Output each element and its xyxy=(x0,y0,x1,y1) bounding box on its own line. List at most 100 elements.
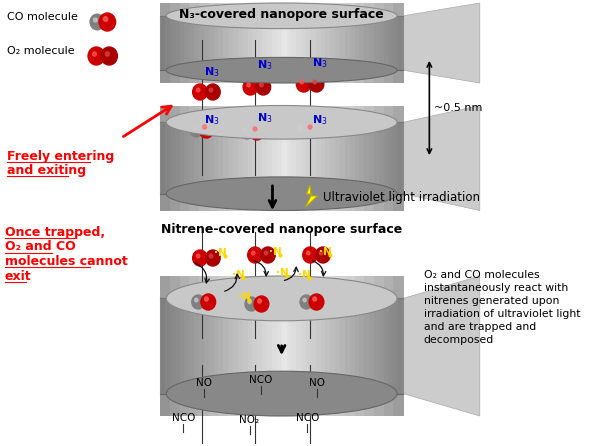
Bar xyxy=(209,3,220,16)
Bar xyxy=(316,122,322,194)
Bar xyxy=(359,16,365,70)
Bar xyxy=(335,276,346,298)
Circle shape xyxy=(264,251,268,255)
Bar xyxy=(316,106,326,122)
Bar xyxy=(296,16,302,70)
Bar xyxy=(228,16,234,70)
Bar xyxy=(292,122,297,194)
Bar xyxy=(394,122,399,194)
Bar xyxy=(257,3,268,16)
Text: and are trapped and: and are trapped and xyxy=(424,322,536,332)
Bar xyxy=(189,298,195,394)
Ellipse shape xyxy=(166,58,397,83)
Bar xyxy=(209,70,220,83)
Bar xyxy=(306,70,317,83)
Bar xyxy=(355,394,365,416)
Bar xyxy=(374,276,385,298)
Bar xyxy=(179,106,190,122)
Bar xyxy=(296,3,307,16)
Bar xyxy=(364,16,370,70)
Bar xyxy=(287,122,292,194)
Bar xyxy=(179,3,190,16)
Circle shape xyxy=(244,128,247,132)
Bar xyxy=(394,194,404,211)
Bar xyxy=(204,16,209,70)
Bar xyxy=(238,3,248,16)
Text: NCO: NCO xyxy=(296,413,319,423)
Bar xyxy=(199,70,209,83)
Circle shape xyxy=(247,83,250,87)
Bar xyxy=(277,122,283,194)
Bar xyxy=(189,194,200,211)
Bar xyxy=(160,298,403,394)
Text: ·N: ·N xyxy=(214,248,227,258)
Bar xyxy=(350,298,355,394)
Bar xyxy=(379,298,385,394)
Bar xyxy=(238,70,248,83)
Bar xyxy=(306,194,317,211)
Bar xyxy=(218,394,229,416)
Bar xyxy=(218,3,229,16)
Bar xyxy=(287,3,297,16)
Bar xyxy=(374,106,385,122)
Bar xyxy=(248,106,258,122)
Bar xyxy=(248,3,258,16)
Bar xyxy=(394,3,404,16)
Circle shape xyxy=(303,247,317,263)
Bar xyxy=(199,298,205,394)
Bar xyxy=(325,276,336,298)
Bar xyxy=(184,16,190,70)
Circle shape xyxy=(196,88,200,92)
Bar xyxy=(345,194,355,211)
Bar xyxy=(277,394,287,416)
Text: N$_3$: N$_3$ xyxy=(257,111,272,125)
Bar xyxy=(243,16,248,70)
Ellipse shape xyxy=(166,276,397,321)
Bar xyxy=(170,276,181,298)
Bar xyxy=(281,16,287,70)
Bar xyxy=(364,276,375,298)
Bar xyxy=(359,122,365,194)
Bar xyxy=(369,298,375,394)
Text: Ultraviolet light irradiation: Ultraviolet light irradiation xyxy=(323,190,480,203)
Bar xyxy=(306,122,312,194)
Bar xyxy=(238,122,244,194)
Circle shape xyxy=(260,247,275,263)
Bar xyxy=(355,298,361,394)
Circle shape xyxy=(92,52,97,56)
Bar xyxy=(175,298,181,394)
Bar xyxy=(175,122,181,194)
Bar xyxy=(277,276,287,298)
Bar xyxy=(355,70,365,83)
Bar xyxy=(384,122,389,194)
Text: NO₂: NO₂ xyxy=(239,415,260,425)
Text: decomposed: decomposed xyxy=(424,335,494,345)
Bar xyxy=(272,122,278,194)
Bar xyxy=(374,70,385,83)
Polygon shape xyxy=(403,276,480,416)
Bar xyxy=(335,3,346,16)
Bar xyxy=(257,276,268,298)
Text: ·N: ·N xyxy=(298,270,311,280)
Bar xyxy=(384,394,394,416)
Circle shape xyxy=(298,126,302,130)
Bar xyxy=(325,3,336,16)
Bar xyxy=(364,298,370,394)
Text: molecules cannot: molecules cannot xyxy=(5,255,127,268)
Bar xyxy=(340,16,346,70)
Bar xyxy=(345,298,350,394)
Bar xyxy=(355,3,365,16)
Circle shape xyxy=(193,250,208,266)
Circle shape xyxy=(319,251,323,255)
Bar xyxy=(214,298,220,394)
Circle shape xyxy=(258,299,262,303)
Bar xyxy=(238,16,244,70)
Bar xyxy=(364,394,375,416)
Polygon shape xyxy=(403,106,480,211)
Bar xyxy=(228,194,239,211)
Bar xyxy=(209,106,220,122)
Bar xyxy=(325,298,331,394)
Bar xyxy=(170,194,181,211)
Text: ·N: ·N xyxy=(269,247,281,257)
Bar xyxy=(189,276,200,298)
